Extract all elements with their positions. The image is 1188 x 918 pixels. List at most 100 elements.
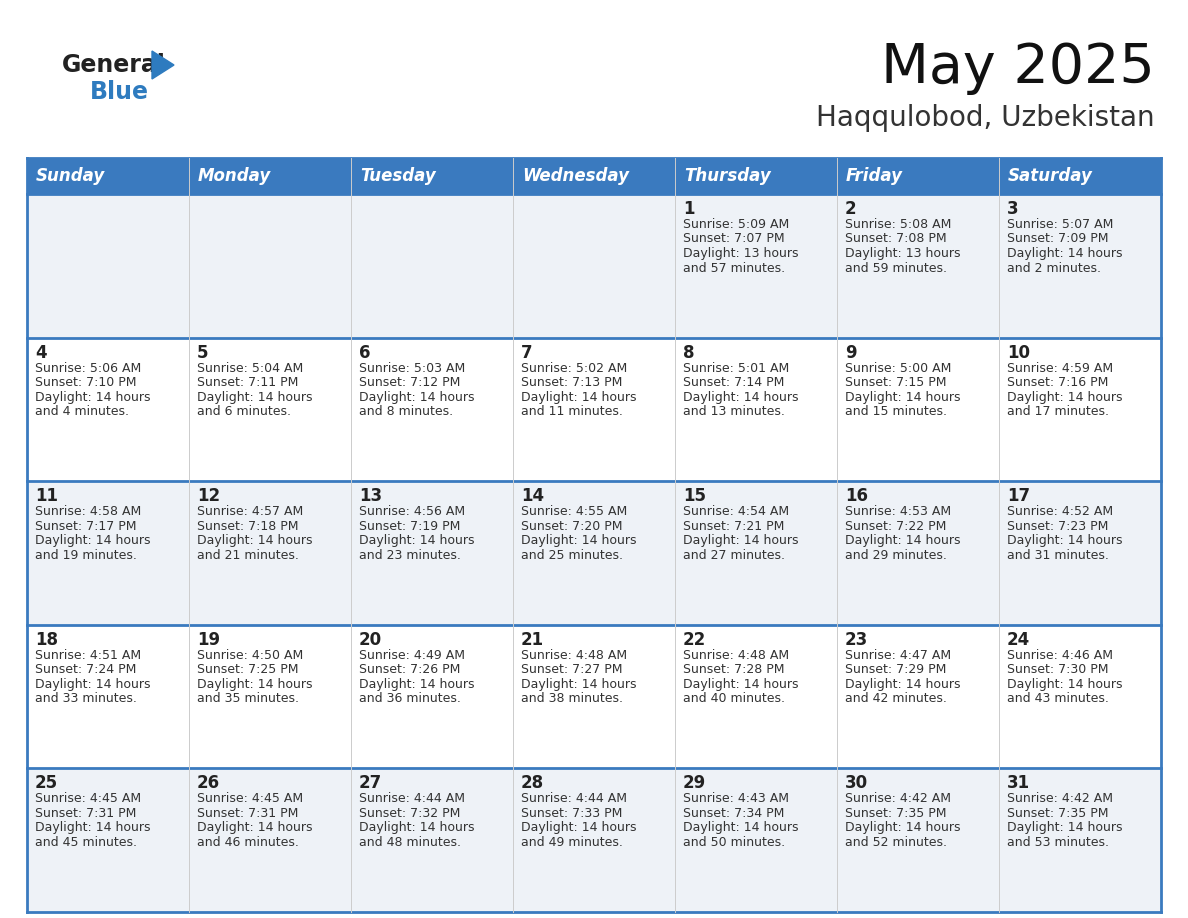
Text: Sunrise: 5:08 AM: Sunrise: 5:08 AM bbox=[845, 218, 952, 231]
Text: 4: 4 bbox=[34, 343, 46, 362]
Bar bbox=[189, 158, 350, 194]
Text: Sunrise: 4:45 AM: Sunrise: 4:45 AM bbox=[34, 792, 141, 805]
Text: Sunset: 7:23 PM: Sunset: 7:23 PM bbox=[1007, 520, 1108, 532]
Text: and 19 minutes.: and 19 minutes. bbox=[34, 549, 137, 562]
Text: 10: 10 bbox=[1007, 343, 1030, 362]
Text: Sunrise: 4:50 AM: Sunrise: 4:50 AM bbox=[197, 649, 303, 662]
Bar bbox=[27, 338, 1161, 481]
Text: Sunset: 7:27 PM: Sunset: 7:27 PM bbox=[522, 664, 623, 677]
Text: and 59 minutes.: and 59 minutes. bbox=[845, 262, 947, 274]
Text: Sunset: 7:34 PM: Sunset: 7:34 PM bbox=[683, 807, 784, 820]
Text: Daylight: 14 hours: Daylight: 14 hours bbox=[683, 390, 798, 404]
Bar bbox=[27, 158, 189, 194]
Text: Sunrise: 5:04 AM: Sunrise: 5:04 AM bbox=[197, 362, 303, 375]
Text: Daylight: 14 hours: Daylight: 14 hours bbox=[359, 677, 474, 691]
Text: Daylight: 14 hours: Daylight: 14 hours bbox=[683, 822, 798, 834]
Text: Daylight: 14 hours: Daylight: 14 hours bbox=[359, 822, 474, 834]
Text: Sunset: 7:07 PM: Sunset: 7:07 PM bbox=[683, 232, 784, 245]
Text: Daylight: 13 hours: Daylight: 13 hours bbox=[845, 247, 961, 260]
Text: Sunrise: 5:06 AM: Sunrise: 5:06 AM bbox=[34, 362, 141, 375]
Text: Haqqulobod, Uzbekistan: Haqqulobod, Uzbekistan bbox=[816, 104, 1155, 132]
Text: Daylight: 14 hours: Daylight: 14 hours bbox=[1007, 390, 1123, 404]
Text: Sunrise: 4:57 AM: Sunrise: 4:57 AM bbox=[197, 505, 303, 518]
Text: and 21 minutes.: and 21 minutes. bbox=[197, 549, 299, 562]
Text: Sunset: 7:15 PM: Sunset: 7:15 PM bbox=[845, 376, 947, 389]
Text: and 33 minutes.: and 33 minutes. bbox=[34, 692, 137, 705]
Text: 23: 23 bbox=[845, 631, 868, 649]
Bar bbox=[675, 158, 838, 194]
Text: Sunset: 7:32 PM: Sunset: 7:32 PM bbox=[359, 807, 461, 820]
Text: Daylight: 14 hours: Daylight: 14 hours bbox=[522, 822, 637, 834]
Text: Sunset: 7:20 PM: Sunset: 7:20 PM bbox=[522, 520, 623, 532]
Text: Tuesday: Tuesday bbox=[360, 167, 436, 185]
Text: Daylight: 14 hours: Daylight: 14 hours bbox=[845, 677, 961, 691]
Text: Sunset: 7:26 PM: Sunset: 7:26 PM bbox=[359, 664, 461, 677]
Text: 16: 16 bbox=[845, 487, 868, 505]
Text: Sunrise: 4:42 AM: Sunrise: 4:42 AM bbox=[1007, 792, 1113, 805]
Text: Sunset: 7:31 PM: Sunset: 7:31 PM bbox=[197, 807, 298, 820]
Text: Sunset: 7:12 PM: Sunset: 7:12 PM bbox=[359, 376, 461, 389]
Text: Sunset: 7:21 PM: Sunset: 7:21 PM bbox=[683, 520, 784, 532]
Text: General: General bbox=[62, 53, 166, 77]
Text: Sunrise: 5:01 AM: Sunrise: 5:01 AM bbox=[683, 362, 789, 375]
Text: Daylight: 14 hours: Daylight: 14 hours bbox=[359, 534, 474, 547]
Text: Daylight: 14 hours: Daylight: 14 hours bbox=[845, 822, 961, 834]
Text: Sunset: 7:24 PM: Sunset: 7:24 PM bbox=[34, 664, 137, 677]
Bar bbox=[999, 158, 1161, 194]
Text: Sunset: 7:28 PM: Sunset: 7:28 PM bbox=[683, 664, 784, 677]
Text: and 50 minutes.: and 50 minutes. bbox=[683, 836, 785, 849]
Text: 3: 3 bbox=[1007, 200, 1018, 218]
Text: 15: 15 bbox=[683, 487, 706, 505]
Text: Thursday: Thursday bbox=[684, 167, 771, 185]
Text: 2: 2 bbox=[845, 200, 857, 218]
Text: Sunset: 7:19 PM: Sunset: 7:19 PM bbox=[359, 520, 461, 532]
Text: Daylight: 14 hours: Daylight: 14 hours bbox=[34, 534, 151, 547]
Text: and 11 minutes.: and 11 minutes. bbox=[522, 405, 623, 418]
Text: Wednesday: Wednesday bbox=[522, 167, 628, 185]
Text: Sunrise: 4:45 AM: Sunrise: 4:45 AM bbox=[197, 792, 303, 805]
Text: Daylight: 14 hours: Daylight: 14 hours bbox=[34, 822, 151, 834]
Text: 18: 18 bbox=[34, 631, 58, 649]
Text: Sunrise: 4:47 AM: Sunrise: 4:47 AM bbox=[845, 649, 952, 662]
Text: 27: 27 bbox=[359, 775, 383, 792]
Text: Daylight: 14 hours: Daylight: 14 hours bbox=[1007, 247, 1123, 260]
Text: and 15 minutes.: and 15 minutes. bbox=[845, 405, 947, 418]
Text: Sunset: 7:18 PM: Sunset: 7:18 PM bbox=[197, 520, 298, 532]
Text: 9: 9 bbox=[845, 343, 857, 362]
Text: Sunset: 7:17 PM: Sunset: 7:17 PM bbox=[34, 520, 137, 532]
Text: 25: 25 bbox=[34, 775, 58, 792]
Text: Daylight: 14 hours: Daylight: 14 hours bbox=[683, 677, 798, 691]
Text: Daylight: 14 hours: Daylight: 14 hours bbox=[1007, 534, 1123, 547]
Text: Sunset: 7:14 PM: Sunset: 7:14 PM bbox=[683, 376, 784, 389]
Text: Sunrise: 4:46 AM: Sunrise: 4:46 AM bbox=[1007, 649, 1113, 662]
Text: Sunset: 7:22 PM: Sunset: 7:22 PM bbox=[845, 520, 947, 532]
Text: Sunset: 7:35 PM: Sunset: 7:35 PM bbox=[1007, 807, 1108, 820]
Text: and 40 minutes.: and 40 minutes. bbox=[683, 692, 785, 705]
Text: and 2 minutes.: and 2 minutes. bbox=[1007, 262, 1101, 274]
Text: Sunrise: 4:48 AM: Sunrise: 4:48 AM bbox=[683, 649, 789, 662]
Text: and 31 minutes.: and 31 minutes. bbox=[1007, 549, 1108, 562]
Text: Daylight: 14 hours: Daylight: 14 hours bbox=[522, 534, 637, 547]
Text: Saturday: Saturday bbox=[1007, 167, 1093, 185]
Text: and 38 minutes.: and 38 minutes. bbox=[522, 692, 623, 705]
Text: Sunrise: 4:53 AM: Sunrise: 4:53 AM bbox=[845, 505, 952, 518]
Text: Sunset: 7:11 PM: Sunset: 7:11 PM bbox=[197, 376, 298, 389]
Text: 1: 1 bbox=[683, 200, 695, 218]
Text: Sunrise: 5:02 AM: Sunrise: 5:02 AM bbox=[522, 362, 627, 375]
Text: and 45 minutes.: and 45 minutes. bbox=[34, 836, 137, 849]
Text: Sunrise: 4:59 AM: Sunrise: 4:59 AM bbox=[1007, 362, 1113, 375]
Text: Sunset: 7:35 PM: Sunset: 7:35 PM bbox=[845, 807, 947, 820]
Text: Sunday: Sunday bbox=[36, 167, 106, 185]
Text: 11: 11 bbox=[34, 487, 58, 505]
Text: 13: 13 bbox=[359, 487, 383, 505]
Text: Daylight: 14 hours: Daylight: 14 hours bbox=[197, 822, 312, 834]
Text: Daylight: 14 hours: Daylight: 14 hours bbox=[1007, 677, 1123, 691]
Text: 20: 20 bbox=[359, 631, 383, 649]
Text: 31: 31 bbox=[1007, 775, 1030, 792]
Text: and 25 minutes.: and 25 minutes. bbox=[522, 549, 623, 562]
Text: Sunset: 7:31 PM: Sunset: 7:31 PM bbox=[34, 807, 137, 820]
Text: Sunrise: 5:00 AM: Sunrise: 5:00 AM bbox=[845, 362, 952, 375]
Text: Sunrise: 4:49 AM: Sunrise: 4:49 AM bbox=[359, 649, 465, 662]
Text: Sunrise: 4:42 AM: Sunrise: 4:42 AM bbox=[845, 792, 952, 805]
Text: Daylight: 14 hours: Daylight: 14 hours bbox=[522, 677, 637, 691]
